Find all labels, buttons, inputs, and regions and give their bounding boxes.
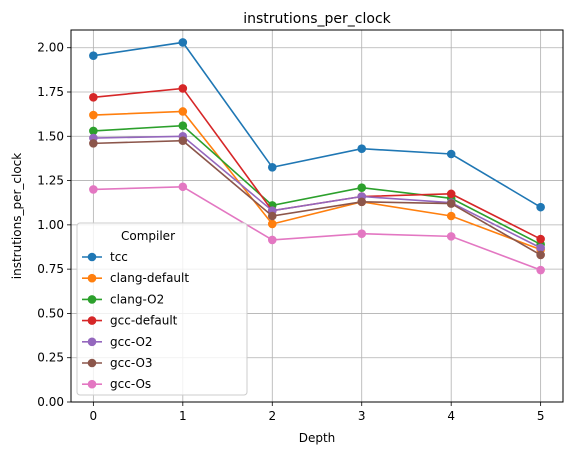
legend-box [76, 222, 248, 396]
legend: Compiler tcc clang-default clang-O2 gcc-def… [76, 222, 248, 396]
x-tick-label: 1 [179, 409, 187, 423]
legend-swatch-marker [87, 273, 97, 283]
y-tick-label: 0.50 [37, 306, 64, 320]
data-point [446, 211, 456, 221]
data-point [89, 110, 98, 120]
legend-label: tcc [110, 250, 128, 264]
data-point [357, 144, 367, 153]
data-point [89, 126, 98, 136]
series-layer [89, 38, 545, 275]
series-line [93, 124, 542, 246]
data-point [446, 199, 456, 208]
y-tick-label: 0.00 [37, 395, 64, 409]
data-point [267, 162, 277, 172]
y-tick-label: 1.25 [37, 174, 64, 188]
data-point [536, 250, 545, 260]
legend-label: clang-default [110, 271, 189, 285]
data-point [89, 93, 98, 102]
data-point [536, 234, 545, 244]
x-axis-label: Depth [299, 431, 336, 445]
legend-item: clang-default [82, 271, 189, 285]
data-point [178, 38, 188, 47]
series-line [93, 139, 542, 256]
data-point [178, 84, 188, 93]
x-tick-label: 3 [358, 409, 366, 423]
legend-label: clang-O2 [110, 292, 164, 306]
legend-item: gcc-O3 [82, 356, 153, 370]
y-tick-label: 0.25 [37, 351, 64, 365]
data-point [178, 136, 188, 146]
legend-item: gcc-O2 [82, 335, 153, 349]
x-tick-label: 0 [90, 409, 98, 423]
x-tick-label: 5 [537, 409, 545, 423]
series-line [93, 41, 542, 208]
legend-item: gcc-default [82, 314, 178, 328]
legend-label: gcc-Os [110, 377, 151, 391]
data-point [446, 232, 456, 241]
series-line [93, 135, 541, 249]
y-axis: 0.00 0.25 0.50 0.75 1.00 1.25 1.50 1.75 2.00 [37, 41, 71, 409]
data-point [536, 202, 545, 212]
y-tick-label: 2.00 [37, 41, 64, 55]
data-point [446, 189, 456, 199]
data-point [89, 185, 98, 194]
data-point [446, 149, 456, 159]
legend-swatch-marker [87, 337, 97, 347]
series-tcc [89, 38, 545, 212]
data-point [536, 243, 545, 253]
y-tick-label: 0.75 [37, 262, 64, 276]
series-line [93, 185, 541, 271]
legend-swatch-marker [87, 379, 97, 389]
legend-label: gcc-default [110, 314, 178, 328]
y-tick-label: 1.50 [37, 129, 64, 143]
legend-swatch-marker [87, 358, 97, 368]
x-tick-label: 2 [268, 409, 276, 423]
data-point [178, 121, 188, 130]
legend-swatch-marker [87, 252, 97, 262]
legend-item: tcc [82, 250, 128, 264]
chart-title: instrutions_per_clock [243, 11, 391, 27]
data-point [178, 182, 188, 192]
x-axis: 0 1 2 3 4 5 [90, 402, 545, 423]
legend-title: Compiler [121, 229, 175, 243]
data-point [267, 211, 277, 221]
series-gcc-O3 [89, 136, 545, 260]
data-point [357, 183, 367, 192]
legend-swatch-marker [87, 316, 97, 325]
data-point [89, 139, 98, 148]
data-point [267, 219, 277, 229]
x-tick-label: 4 [447, 409, 455, 423]
data-point [357, 229, 367, 239]
y-axis-label: instrutions_per_clock [10, 153, 24, 279]
series-gcc-Os [89, 182, 545, 275]
legend-label: gcc-O3 [110, 356, 153, 370]
y-tick-label: 1.00 [37, 218, 64, 232]
y-tick-label: 1.75 [37, 85, 64, 99]
data-point [178, 107, 188, 116]
series-line [93, 110, 541, 251]
legend-swatch-marker [87, 295, 97, 304]
legend-label: gcc-O2 [110, 335, 153, 349]
data-point [536, 265, 545, 275]
series-gcc-default [89, 84, 545, 244]
plot-frame [70, 29, 564, 403]
data-point [267, 235, 277, 245]
legend-item: gcc-Os [82, 377, 151, 391]
legend-item: clang-O2 [82, 292, 164, 306]
data-point [357, 197, 367, 207]
data-point [89, 51, 98, 60]
